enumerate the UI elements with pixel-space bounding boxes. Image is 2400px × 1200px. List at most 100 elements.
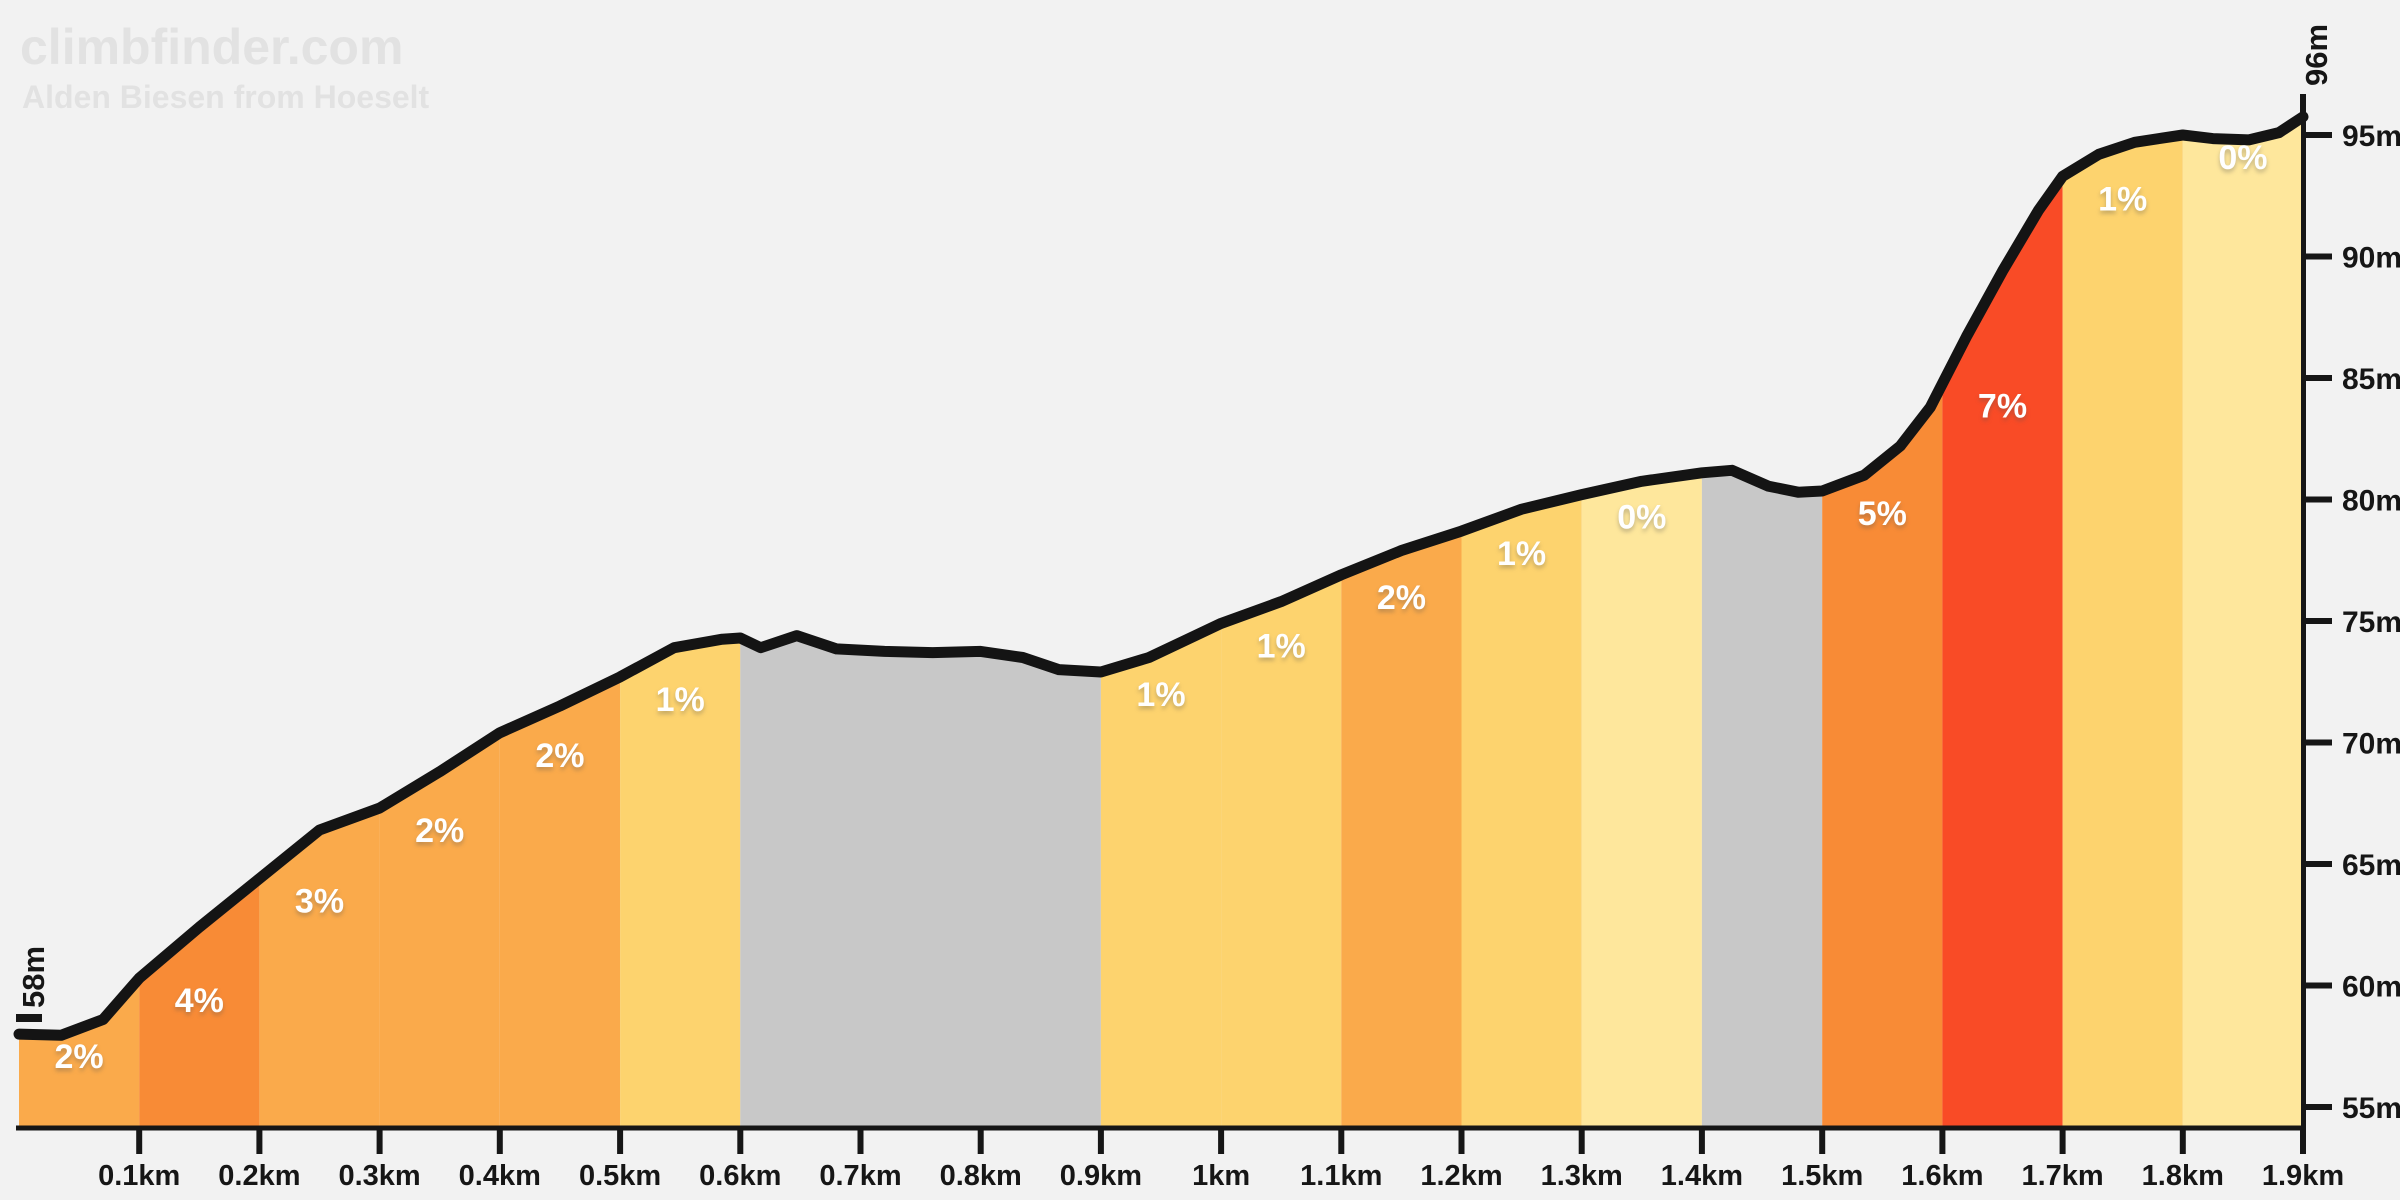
x-tick-label: 1.3km [1541, 1160, 1623, 1192]
y-tick [2306, 982, 2332, 989]
segment-area [620, 638, 741, 1128]
segment-area [1581, 472, 1702, 1128]
x-axis: 0.1km 0.2km 0.3km 0.4km 0.5km 0.6km 0.7km 0.8km… [16, 1125, 2344, 1192]
x-tick-label: 1.6km [1901, 1160, 1983, 1192]
x-tick [1458, 1130, 1465, 1154]
y-tick-label: 55m [2342, 1092, 2400, 1125]
x-tick-label: 0.9km [1060, 1160, 1142, 1192]
elevation-line [13, 111, 2309, 1041]
end-elevation-label: 96m [2299, 24, 2334, 86]
gradient-segments [19, 116, 2303, 1128]
x-tick-label: 0.4km [459, 1160, 541, 1192]
x-tick [857, 1130, 864, 1154]
gradient-label: 2% [55, 1038, 104, 1076]
x-tick-label: 0.8km [940, 1160, 1022, 1192]
start-elevation-label: 58m [16, 946, 51, 1008]
x-tick [977, 1130, 984, 1154]
y-tick-label: 75m [2342, 606, 2400, 639]
x-axis-line [16, 1125, 2306, 1131]
y-tick-label: 70m [2342, 728, 2400, 761]
x-tick [1578, 1130, 1585, 1154]
x-tick [1939, 1130, 1946, 1154]
y-tick [2306, 861, 2332, 867]
x-tick-label: 1.2km [1420, 1160, 1502, 1192]
y-tick [2306, 496, 2332, 503]
y-tick [2306, 618, 2332, 624]
y-axis-line [2301, 111, 2306, 1130]
x-tick-label: 0.1km [98, 1160, 180, 1192]
x-tick-label: 1.7km [2021, 1160, 2103, 1192]
x-tick-label: 0.7km [819, 1160, 901, 1192]
gradient-label: 2% [415, 812, 464, 850]
gradient-label: 1% [1257, 627, 1306, 665]
gradient-labels: 2% 4% 3% 2% 2% 1% 1% 1% 2% 1% 0% 5% 7% 1% 0% [55, 139, 2268, 1076]
x-tick-label: 1.4km [1661, 1160, 1743, 1192]
y-tick [2306, 132, 2332, 138]
y-tick-label: 65m [2342, 849, 2400, 882]
y-tick [2306, 253, 2332, 260]
x-tick [2179, 1130, 2186, 1154]
segment-area [2182, 116, 2303, 1128]
segment-area [1341, 531, 1462, 1128]
climb-title: Alden Biesen from Hoeselt [22, 79, 430, 115]
x-tick [2300, 1130, 2306, 1154]
end-elevation-tick [2300, 94, 2306, 124]
segment-area [1100, 623, 1222, 1128]
y-tick [2306, 1104, 2332, 1110]
gradient-label: 4% [175, 982, 224, 1020]
gradient-label: 0% [1617, 499, 1666, 537]
x-tick [1218, 1130, 1225, 1154]
y-tick-label: 85m [2342, 363, 2400, 396]
x-tick-label: 1.1km [1300, 1160, 1382, 1192]
x-tick [136, 1130, 143, 1154]
x-tick-label: 0.5km [579, 1160, 661, 1192]
x-tick [1097, 1130, 1104, 1154]
gradient-label: 5% [1858, 495, 1907, 533]
y-tick-label: 95m [2342, 120, 2400, 153]
segment-area [1942, 176, 2063, 1128]
x-tick [1338, 1130, 1345, 1154]
gradient-label: 1% [2098, 180, 2147, 218]
segment-area [1461, 494, 1582, 1128]
x-tick [617, 1130, 624, 1154]
segment-area [259, 808, 380, 1128]
gradient-label: 1% [1497, 535, 1546, 573]
logo-climbfinder: climbfinder.com [20, 19, 403, 75]
segment-area [740, 635, 1101, 1128]
segment-area [1822, 383, 1943, 1128]
segment-area [139, 878, 260, 1128]
gradient-label: 0% [2218, 139, 2267, 177]
x-tick-label: 1.9km [2262, 1160, 2344, 1192]
x-tick [496, 1130, 503, 1154]
y-tick [2306, 739, 2332, 746]
segment-area [1701, 470, 1823, 1128]
y-tick [2306, 375, 2332, 381]
x-tick-label: 0.2km [218, 1160, 300, 1192]
x-tick-label: 1.8km [2142, 1160, 2224, 1192]
x-tick-label: 1.5km [1781, 1160, 1863, 1192]
x-tick-label: 0.6km [699, 1160, 781, 1192]
gradient-label: 3% [295, 883, 344, 921]
y-tick-label: 60m [2342, 971, 2400, 1004]
gradient-label: 2% [535, 737, 584, 775]
x-tick [256, 1130, 263, 1154]
x-tick-label: 1km [1192, 1160, 1250, 1192]
gradient-label: 1% [656, 681, 705, 719]
segment-area [2062, 135, 2183, 1128]
x-tick [1698, 1130, 1705, 1154]
x-tick [737, 1130, 744, 1154]
x-tick-label: 0.3km [338, 1160, 420, 1192]
segment-area [379, 732, 500, 1128]
gradient-label: 7% [1978, 388, 2027, 426]
segment-area [499, 676, 621, 1128]
x-tick [376, 1130, 383, 1154]
gradient-label: 2% [1377, 579, 1426, 617]
y-axis: 55m 60m 65m 70m 75m 80m 85m 90m 95m [2301, 111, 2400, 1130]
x-tick [2059, 1130, 2066, 1154]
y-tick-label: 80m [2342, 485, 2400, 518]
segment-area [1221, 574, 1342, 1128]
start-elevation-tick [16, 1014, 42, 1022]
y-tick-label: 90m [2342, 242, 2400, 275]
